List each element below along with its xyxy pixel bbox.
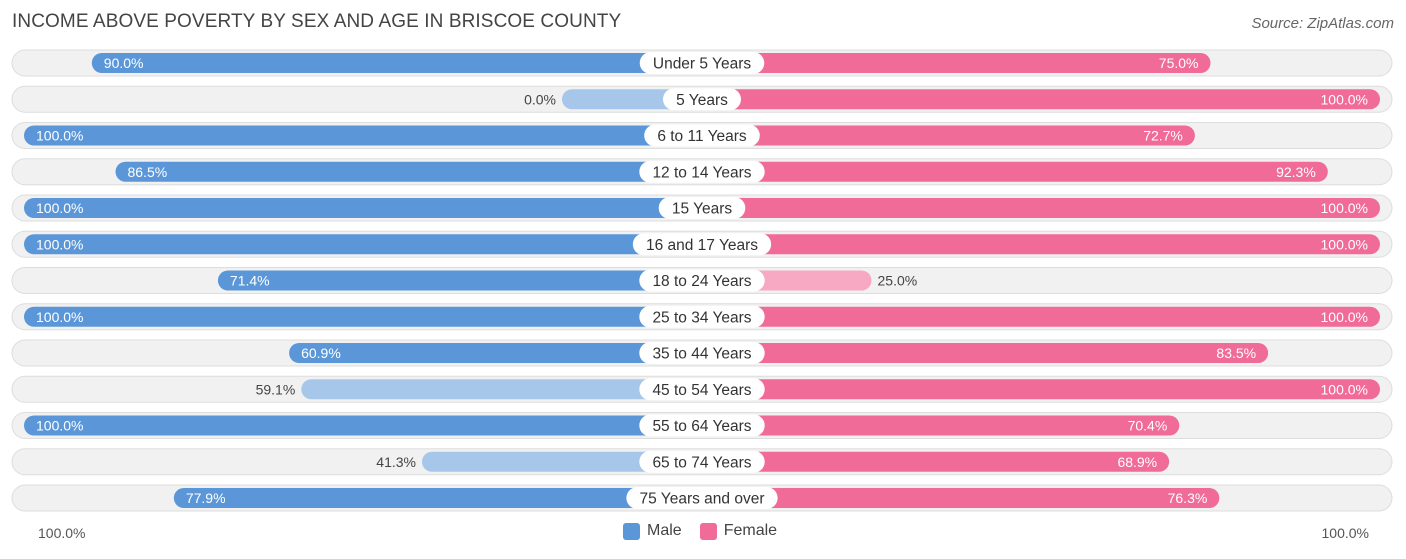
source-credit: Source: ZipAtlas.com [1251,15,1394,32]
male-bar [173,488,702,508]
male-bar [301,379,702,400]
female-value-label: 92.3% [1276,164,1316,180]
male-bar [24,306,702,327]
female-bar [702,161,1328,182]
female-bar [702,343,1269,363]
legend-label-female: Female [723,522,778,539]
female-value-label: 72.7% [1143,128,1183,144]
legend-item-female: Female [699,522,778,540]
female-bar [702,53,1211,73]
female-value-label: 100.0% [1321,381,1368,397]
female-value-label: 68.9% [1117,454,1157,470]
male-bar [91,53,703,73]
female-value-label: 25.0% [878,273,918,289]
female-bar [702,488,1220,508]
category-label: 12 to 14 Years [652,164,751,181]
chart-title: INCOME ABOVE POVERTY BY SEX AND AGE IN B… [12,11,622,32]
male-value-label: 77.9% [186,490,226,506]
male-value-label: 100.0% [36,128,83,144]
category-label: 15 Years [672,201,733,218]
male-value-label: 100.0% [36,309,83,325]
category-label: 35 to 44 Years [652,346,751,363]
female-bar [702,451,1170,472]
category-label-pill [639,52,765,74]
category-label: Under 5 Years [653,56,751,73]
legend-swatch-male [623,522,640,540]
category-label-pill [639,305,765,328]
male-bar [24,198,702,218]
category-label: 55 to 64 Years [652,418,751,435]
category-label-pill [663,88,741,111]
male-bar [24,125,702,146]
category-label: 18 to 24 Years [652,273,751,290]
category-label-pill [639,414,765,437]
male-bar [115,161,702,182]
male-value-label: 90.0% [104,55,144,71]
category-label: 5 Years [676,92,728,109]
female-value-label: 100.0% [1321,236,1368,252]
female-bar [702,415,1180,436]
female-bar [702,234,1380,255]
category-label-pill [658,197,746,219]
category-label: 6 to 11 Years [657,128,747,145]
male-bar [24,234,702,255]
male-bar [24,415,702,436]
axis-label-right: 100.0% [1321,525,1369,541]
male-value-label: 86.5% [128,164,168,180]
male-value-label: 71.4% [230,273,270,289]
category-label: 75 Years and over [640,491,765,508]
category-label-pill [639,269,765,292]
category-label-pill [632,233,772,256]
male-value-label: 59.1% [256,381,296,397]
female-bar [702,198,1380,218]
male-value-label: 41.3% [376,454,416,470]
category-label: 45 to 54 Years [652,382,751,399]
male-value-label: 100.0% [36,200,83,216]
female-value-label: 70.4% [1128,418,1168,434]
diverging-bar-chart: 90.0% 75.0% Under 5 Years 0.0% 100.0% 5 Years… [11,49,1393,512]
legend: 100.0% Male Female 100.0% [0,522,1406,546]
legend-items: Male Female [623,522,795,540]
male-bar [289,343,702,363]
female-value-label: 83.5% [1216,345,1256,361]
female-bar [702,379,1380,400]
legend-item-male: Male [623,522,682,540]
male-value-label: 60.9% [301,345,341,361]
male-value-label: 100.0% [36,236,83,252]
category-label: 16 and 17 Years [646,237,758,254]
female-bar [702,89,1380,110]
category-label: 25 to 34 Years [652,309,751,326]
legend-swatch-female [699,522,717,540]
male-value-label: 0.0% [524,91,556,107]
category-label-pill [644,124,760,147]
female-bar [702,125,1195,146]
category-label-pill [639,342,765,364]
axis-label-left: 100.0% [38,525,86,541]
female-value-label: 100.0% [1321,91,1368,107]
category-label-pill [626,487,778,509]
category-label: 65 to 74 Years [652,454,751,471]
female-value-label: 100.0% [1321,309,1368,325]
category-label-pill [639,450,765,473]
male-bar [217,270,702,291]
category-label-pill [639,160,765,183]
female-value-label: 75.0% [1159,55,1199,71]
category-label-pill [639,378,765,401]
male-value-label: 100.0% [36,418,83,434]
male-bar [421,451,702,472]
female-bar [702,306,1380,327]
legend-label-male: Male [647,522,682,539]
female-value-label: 76.3% [1168,490,1208,506]
female-value-label: 100.0% [1321,200,1368,216]
